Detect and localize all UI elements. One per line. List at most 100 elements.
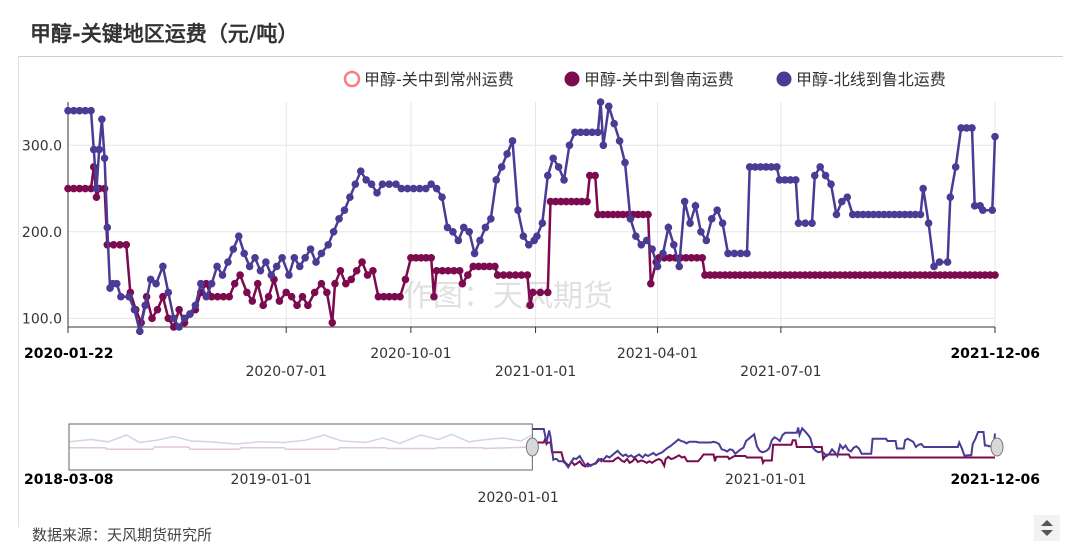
data-point[interactable] [112,279,121,288]
data-point[interactable] [576,128,585,137]
data-point[interactable] [275,297,284,305]
data-point[interactable] [751,163,759,171]
data-point[interactable] [470,249,479,258]
data-point[interactable] [514,206,522,214]
data-point[interactable] [906,210,914,219]
data-point[interactable] [234,232,243,240]
data-point[interactable] [582,128,591,137]
data-point[interactable] [698,253,707,262]
data-point[interactable] [816,163,824,171]
data-point[interactable] [367,180,376,189]
data-point[interactable] [253,279,262,288]
data-point[interactable] [81,106,90,115]
data-point[interactable] [565,141,574,150]
data-point[interactable] [301,253,309,262]
data-point[interactable] [323,288,331,297]
data-point[interactable] [352,266,361,275]
data-point[interactable] [116,240,124,249]
data-point[interactable] [225,292,234,301]
data-point[interactable] [409,184,418,193]
data-point[interactable] [951,163,960,171]
legend-label[interactable]: 甲醇-关中到鲁南运费 [584,70,734,89]
data-point[interactable] [87,184,95,193]
data-point[interactable] [464,271,472,279]
data-point[interactable] [511,271,520,279]
data-point[interactable] [493,271,502,279]
data-point[interactable] [430,292,438,301]
data-point[interactable] [356,167,365,176]
data-point[interactable] [864,210,873,219]
data-point[interactable] [224,258,232,266]
series-1[interactable] [64,163,999,331]
data-point[interactable] [713,206,721,214]
data-point[interactable] [450,266,458,275]
data-point[interactable] [874,210,883,219]
data-point[interactable] [293,301,301,310]
data-point[interactable] [930,262,938,271]
data-point[interactable] [272,262,281,271]
data-point[interactable] [665,253,674,262]
data-point[interactable] [781,176,789,184]
data-point[interactable] [122,240,131,249]
data-point[interactable] [335,215,343,223]
data-point[interactable] [979,206,987,214]
data-point[interactable] [373,189,381,197]
data-point[interactable] [230,279,239,288]
data-point[interactable] [538,219,547,227]
data-point[interactable] [264,292,273,301]
data-point[interactable] [571,128,579,137]
data-point[interactable] [901,210,909,219]
data-point[interactable] [562,197,570,206]
data-point[interactable] [304,301,312,310]
data-point[interactable] [191,301,200,310]
data-point[interactable] [529,288,537,297]
data-point[interactable] [596,98,605,106]
data-point[interactable] [202,292,211,301]
data-point[interactable] [591,171,599,180]
legend-marker[interactable] [776,71,792,87]
data-point[interactable] [329,228,338,236]
data-point[interactable] [536,288,545,297]
data-point[interactable] [81,184,90,193]
legend-marker[interactable] [343,70,361,88]
data-point[interactable] [438,193,446,201]
data-point[interactable] [109,240,118,249]
data-point[interactable] [444,266,452,275]
data-point[interactable] [487,215,495,223]
data-point[interactable] [554,163,563,171]
data-point[interactable] [773,163,781,171]
data-point[interactable] [415,184,424,193]
navigator[interactable]: 2018-03-08 2019-01-01 2020-01-01 2021-01-01… [24,423,1040,506]
data-point[interactable] [374,292,383,301]
data-point[interactable] [347,275,356,284]
data-point[interactable] [827,180,835,189]
data-point[interactable] [92,184,101,193]
data-point[interactable] [810,171,819,180]
data-point[interactable] [385,180,393,189]
data-point[interactable] [317,249,326,258]
data-point[interactable] [557,197,565,206]
data-point[interactable] [794,219,803,227]
data-point[interactable] [427,253,436,262]
data-point[interactable] [317,279,326,288]
data-point[interactable] [610,119,618,128]
data-point[interactable] [890,210,899,219]
data-point[interactable] [637,240,646,249]
data-point[interactable] [64,184,72,193]
data-point[interactable] [287,292,296,301]
data-point[interactable] [519,232,528,240]
data-point[interactable] [282,288,290,297]
data-point[interactable] [295,262,304,271]
data-point[interactable] [256,266,265,275]
data-point[interactable] [786,176,795,184]
data-point[interactable] [207,279,216,288]
data-point[interactable] [767,163,776,171]
data-point[interactable] [469,262,478,271]
data-point[interactable] [551,197,560,206]
data-point[interactable] [924,219,933,227]
data-point[interactable] [885,210,893,219]
data-point[interactable] [401,275,410,284]
data-point[interactable] [403,184,412,193]
data-point[interactable] [491,262,499,271]
data-point[interactable] [499,271,508,279]
